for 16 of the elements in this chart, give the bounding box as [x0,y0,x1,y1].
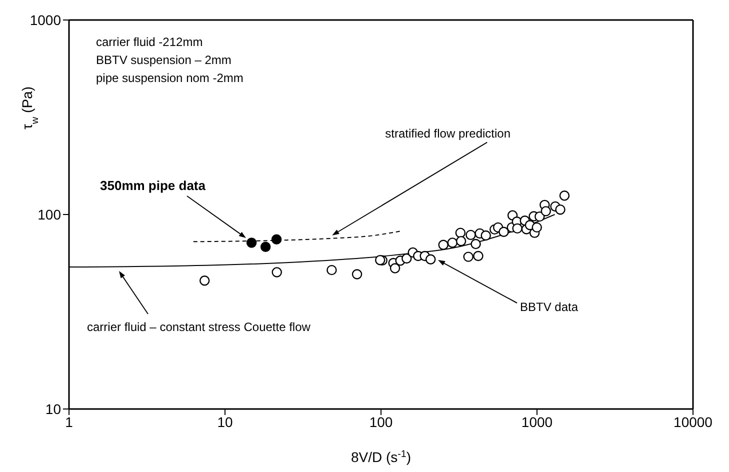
x-tick-label: 1000 [521,414,553,430]
x-tick-label: 10000 [674,414,713,430]
annotation: carrier fluid – constant stress Couette flow [87,320,311,334]
annotation: BBTV suspension – 2mm [96,53,232,67]
x-tick-label: 10 [217,414,233,430]
annotation: pipe suspension nom -2mm [96,71,244,85]
annotation: carrier fluid -212mm [96,35,203,49]
y-tick-label: 1000 [30,12,62,28]
annotation: stratified flow prediction [385,126,511,140]
x-tick-label: 100 [369,414,393,430]
y-tick-label: 10 [45,400,62,417]
annotation: 350mm pipe data [100,178,206,193]
x-axis-title: 8V/D (s$^{-1}$) [350,448,412,465]
y-tick-label: 100 [38,206,62,222]
x-tick-label: 1 [65,414,74,430]
annotation: BBTV data [520,300,578,314]
